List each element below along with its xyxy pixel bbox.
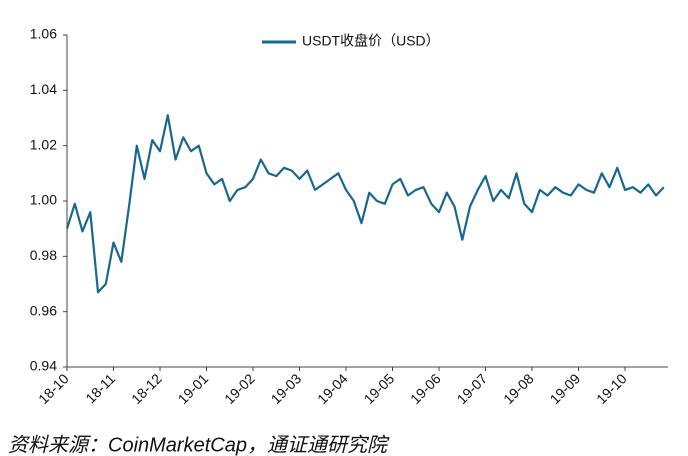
x-tick-label: 18-10	[35, 370, 72, 407]
x-tick-label: 19-08	[500, 370, 537, 407]
y-tick-label: 1.02	[30, 136, 57, 152]
x-tick-label: 19-06	[407, 370, 444, 407]
source-note: 资料来源：CoinMarketCap，通证通研究院	[8, 434, 390, 456]
y-tick-label: 0.98	[30, 247, 57, 263]
y-tick-label: 0.96	[30, 302, 57, 318]
legend-label: USDT收盘价（USD）	[302, 33, 440, 49]
y-tick-label: 1.00	[30, 192, 57, 208]
x-tick-label: 19-01	[175, 370, 212, 407]
line	[65, 114, 665, 294]
x-tick-label: 19-04	[314, 370, 351, 407]
x-tick-label: 18-11	[82, 370, 118, 406]
y-tick-label: 1.06	[30, 26, 57, 42]
x-tick-label: 19-03	[268, 370, 305, 407]
x-tick-label: 19-02	[221, 370, 258, 407]
x-tick-label: 18-12	[128, 370, 165, 407]
x-tick-label: 19-09	[547, 370, 584, 407]
x-tick-label: 19-05	[361, 370, 398, 407]
y-tick-label: 1.04	[30, 81, 57, 97]
x-tick-label: 19-10	[593, 370, 630, 407]
y-tick-label: 0.94	[30, 358, 57, 374]
x-tick-label: 19-07	[454, 370, 491, 407]
